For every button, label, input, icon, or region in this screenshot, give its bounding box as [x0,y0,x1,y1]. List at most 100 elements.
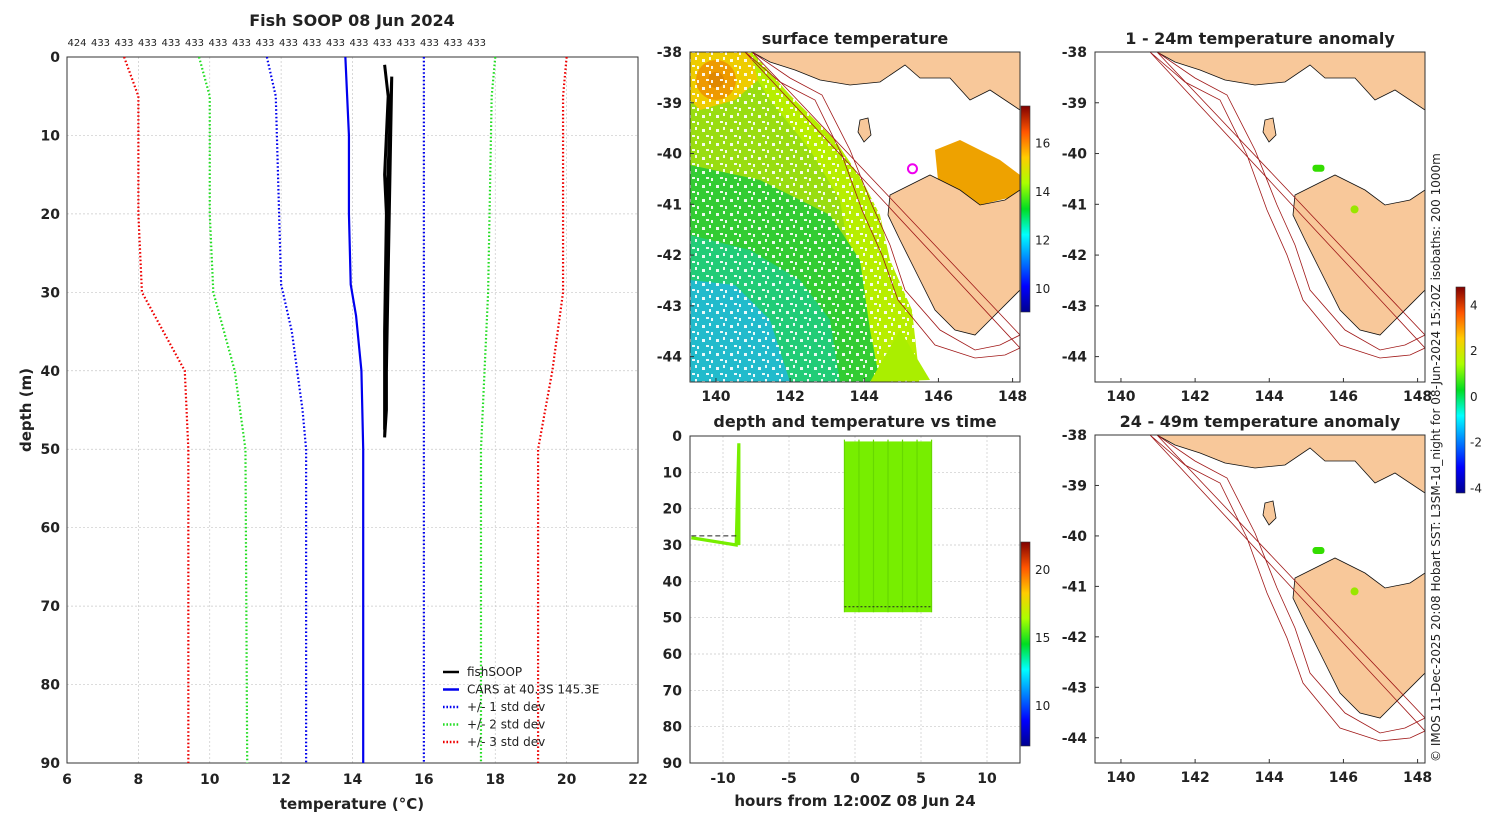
anomaly-map-upper: 1 - 24m temperature anomaly -38 -39 -40 -41… [1062,29,1432,405]
profile-count-label: 433 [373,38,392,49]
profile-series-line [197,56,249,764]
profile-x-tick: 6 [62,772,72,788]
profile-count-label: 433 [396,38,415,49]
depth-time-y-tick: 60 [663,647,683,663]
anom-upper-y-tick: -43 [1062,299,1087,315]
sst-title: surface temperature [762,29,949,48]
anom-upper-anomaly-point [1350,205,1359,214]
anom-upper-y-tick: -40 [1062,147,1088,163]
anom-upper-anomaly-point [1312,164,1325,172]
profile-count-label: 433 [161,38,180,49]
depth-time-x-tick: -10 [710,771,736,787]
anom-lower-x-tick: 148 [1403,770,1432,786]
depth-time-x-tick: -5 [781,771,797,787]
anomaly-colorbar-tick: -4 [1470,481,1482,495]
profile-x-tick: 18 [486,772,505,788]
anomaly-colorbar-tick: 4 [1470,298,1478,312]
profile-plot-frame [66,56,639,764]
anomaly-lower-title: 24 - 49m temperature anomaly [1120,412,1401,431]
depth-time-y-tick: 20 [663,502,683,518]
depth-time-x-tick: 5 [916,771,926,787]
depth-time-y-tick: 70 [663,683,683,699]
anom-lower-y-tick: -44 [1062,731,1088,747]
anom-lower-x-tick: 140 [1106,770,1135,786]
profile-x-tick: 20 [557,772,577,788]
sst-x-tick: 146 [924,389,953,405]
depth-time-title: depth and temperature vs time [713,412,996,431]
sst-y-tick: -42 [657,248,682,264]
sst-colorbar-tick: 10 [1035,282,1050,296]
legend-label: +/- 2 std dev [467,718,545,732]
anomaly-map-lower: 24 - 49m temperature anomaly -38 -39 -40 -4… [1062,412,1432,786]
anom-lower-x-tick: 146 [1329,770,1358,786]
anom-upper-x-tick: 140 [1106,389,1135,405]
sst-y-tick: -38 [657,45,682,61]
anomaly-colorbar-tick: 2 [1470,344,1478,358]
profile-top-counts: 424 433 433 433 433 433 433 433 433 433 433 433 433 4… [67,38,486,49]
anom-upper-x-tick: 142 [1180,389,1209,405]
anom-upper-y-tick: -38 [1062,45,1087,61]
legend-label: +/- 1 std dev [467,700,545,714]
sst-x-tick: 140 [701,389,730,405]
profile-y-tick: 20 [41,207,61,223]
anom-lower-y-tick: -42 [1062,630,1087,646]
anomaly-upper-title: 1 - 24m temperature anomaly [1125,29,1395,48]
sst-colorbar-tick: 14 [1035,185,1050,199]
anom-upper-y-tick: -39 [1062,96,1087,112]
depth-time-colorbar-tick: 10 [1035,699,1050,713]
legend-label: CARS at 40.3S 145.3E [467,683,599,697]
anom-lower-x-tick: 144 [1255,770,1284,786]
profile-y-tick: 10 [41,128,61,144]
sst-colorbar [1020,105,1031,313]
profile-x-tick: 8 [134,772,144,788]
sst-y-tick: -41 [657,197,682,213]
anomaly-colorbar-tick: 0 [1470,390,1478,404]
anom-upper-y-tick: -41 [1062,197,1087,213]
anom-lower-y-tick: -39 [1062,478,1087,494]
profile-count-label: 433 [349,38,368,49]
sst-colorbar-tick: 16 [1035,136,1050,150]
profile-series-line [344,56,365,763]
profile-count-label: 433 [326,38,345,49]
anom-upper-x-tick: 146 [1329,389,1358,405]
profile-count-label: 433 [114,38,133,49]
legend-label: fishSOOP [467,665,522,679]
sst-field [690,52,1020,382]
depth-time-y-tick: 80 [663,720,683,736]
profile-y-tick: 60 [41,521,61,537]
anomaly-colorbar-tick: -2 [1470,436,1482,450]
sst-x-tick: 144 [850,389,879,405]
anom-upper-y-tick: -42 [1062,248,1087,264]
profile-count-label: 433 [443,38,462,49]
anom-upper-y-tick: -44 [1062,350,1088,366]
sst-y-tick: -44 [657,350,683,366]
profile-legend: fishSOOP CARS at 40.3S 145.3E +/- 1 std de… [443,665,599,749]
depth-time-chart: depth and temperature vs time -10 -5 0 5 10 … [663,412,1051,810]
sst-x-tick: 142 [775,389,804,405]
profile-count-label: 433 [302,38,321,49]
depth-time-colorbar-tick: 15 [1035,631,1050,645]
anom-lower-x-tick: 142 [1180,770,1209,786]
sst-y-tick: -40 [657,147,683,163]
profile-title: Fish SOOP 08 Jun 2024 [249,11,455,30]
depth-time-y-tick: 30 [663,538,683,554]
depth-time-colorbar [1020,541,1031,747]
profile-count-label: 433 [420,38,439,49]
sst-y-tick: -43 [657,299,682,315]
profile-count-label: 433 [91,38,110,49]
profile-series-line [536,56,568,763]
anom-lower-anomaly-point [1350,587,1359,596]
profile-count-label: 433 [467,38,486,49]
anom-lower-y-tick: -40 [1062,529,1088,545]
profile-count-label: 433 [279,38,298,49]
sst-x-tick: 148 [998,389,1027,405]
sst-colorbar-tick: 12 [1035,233,1050,247]
profile-y-tick: 40 [41,364,61,380]
profile-y-tick: 30 [41,285,61,301]
anom-lower-y-tick: -43 [1062,680,1087,696]
depth-time-y-tick: 90 [663,756,683,772]
anom-lower-y-tick: -38 [1062,428,1087,444]
legend-label: +/- 3 std dev [467,735,545,749]
profile-series-line [123,56,190,763]
